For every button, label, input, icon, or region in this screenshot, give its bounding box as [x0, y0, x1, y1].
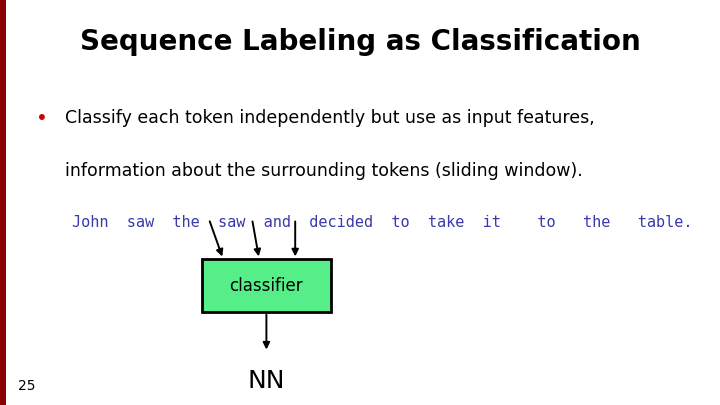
- Text: John  saw  the  saw  and  decided  to  take  it    to   the   table.: John saw the saw and decided to take it …: [72, 215, 693, 230]
- Text: Sequence Labeling as Classification: Sequence Labeling as Classification: [80, 28, 640, 56]
- Bar: [202, 259, 331, 312]
- Text: Classify each token independently but use as input features,: Classify each token independently but us…: [65, 109, 595, 127]
- Text: classifier: classifier: [230, 277, 303, 294]
- Text: NN: NN: [248, 369, 285, 392]
- Text: 25: 25: [18, 379, 35, 393]
- Text: information about the surrounding tokens (sliding window).: information about the surrounding tokens…: [65, 162, 582, 180]
- Text: •: •: [36, 109, 48, 128]
